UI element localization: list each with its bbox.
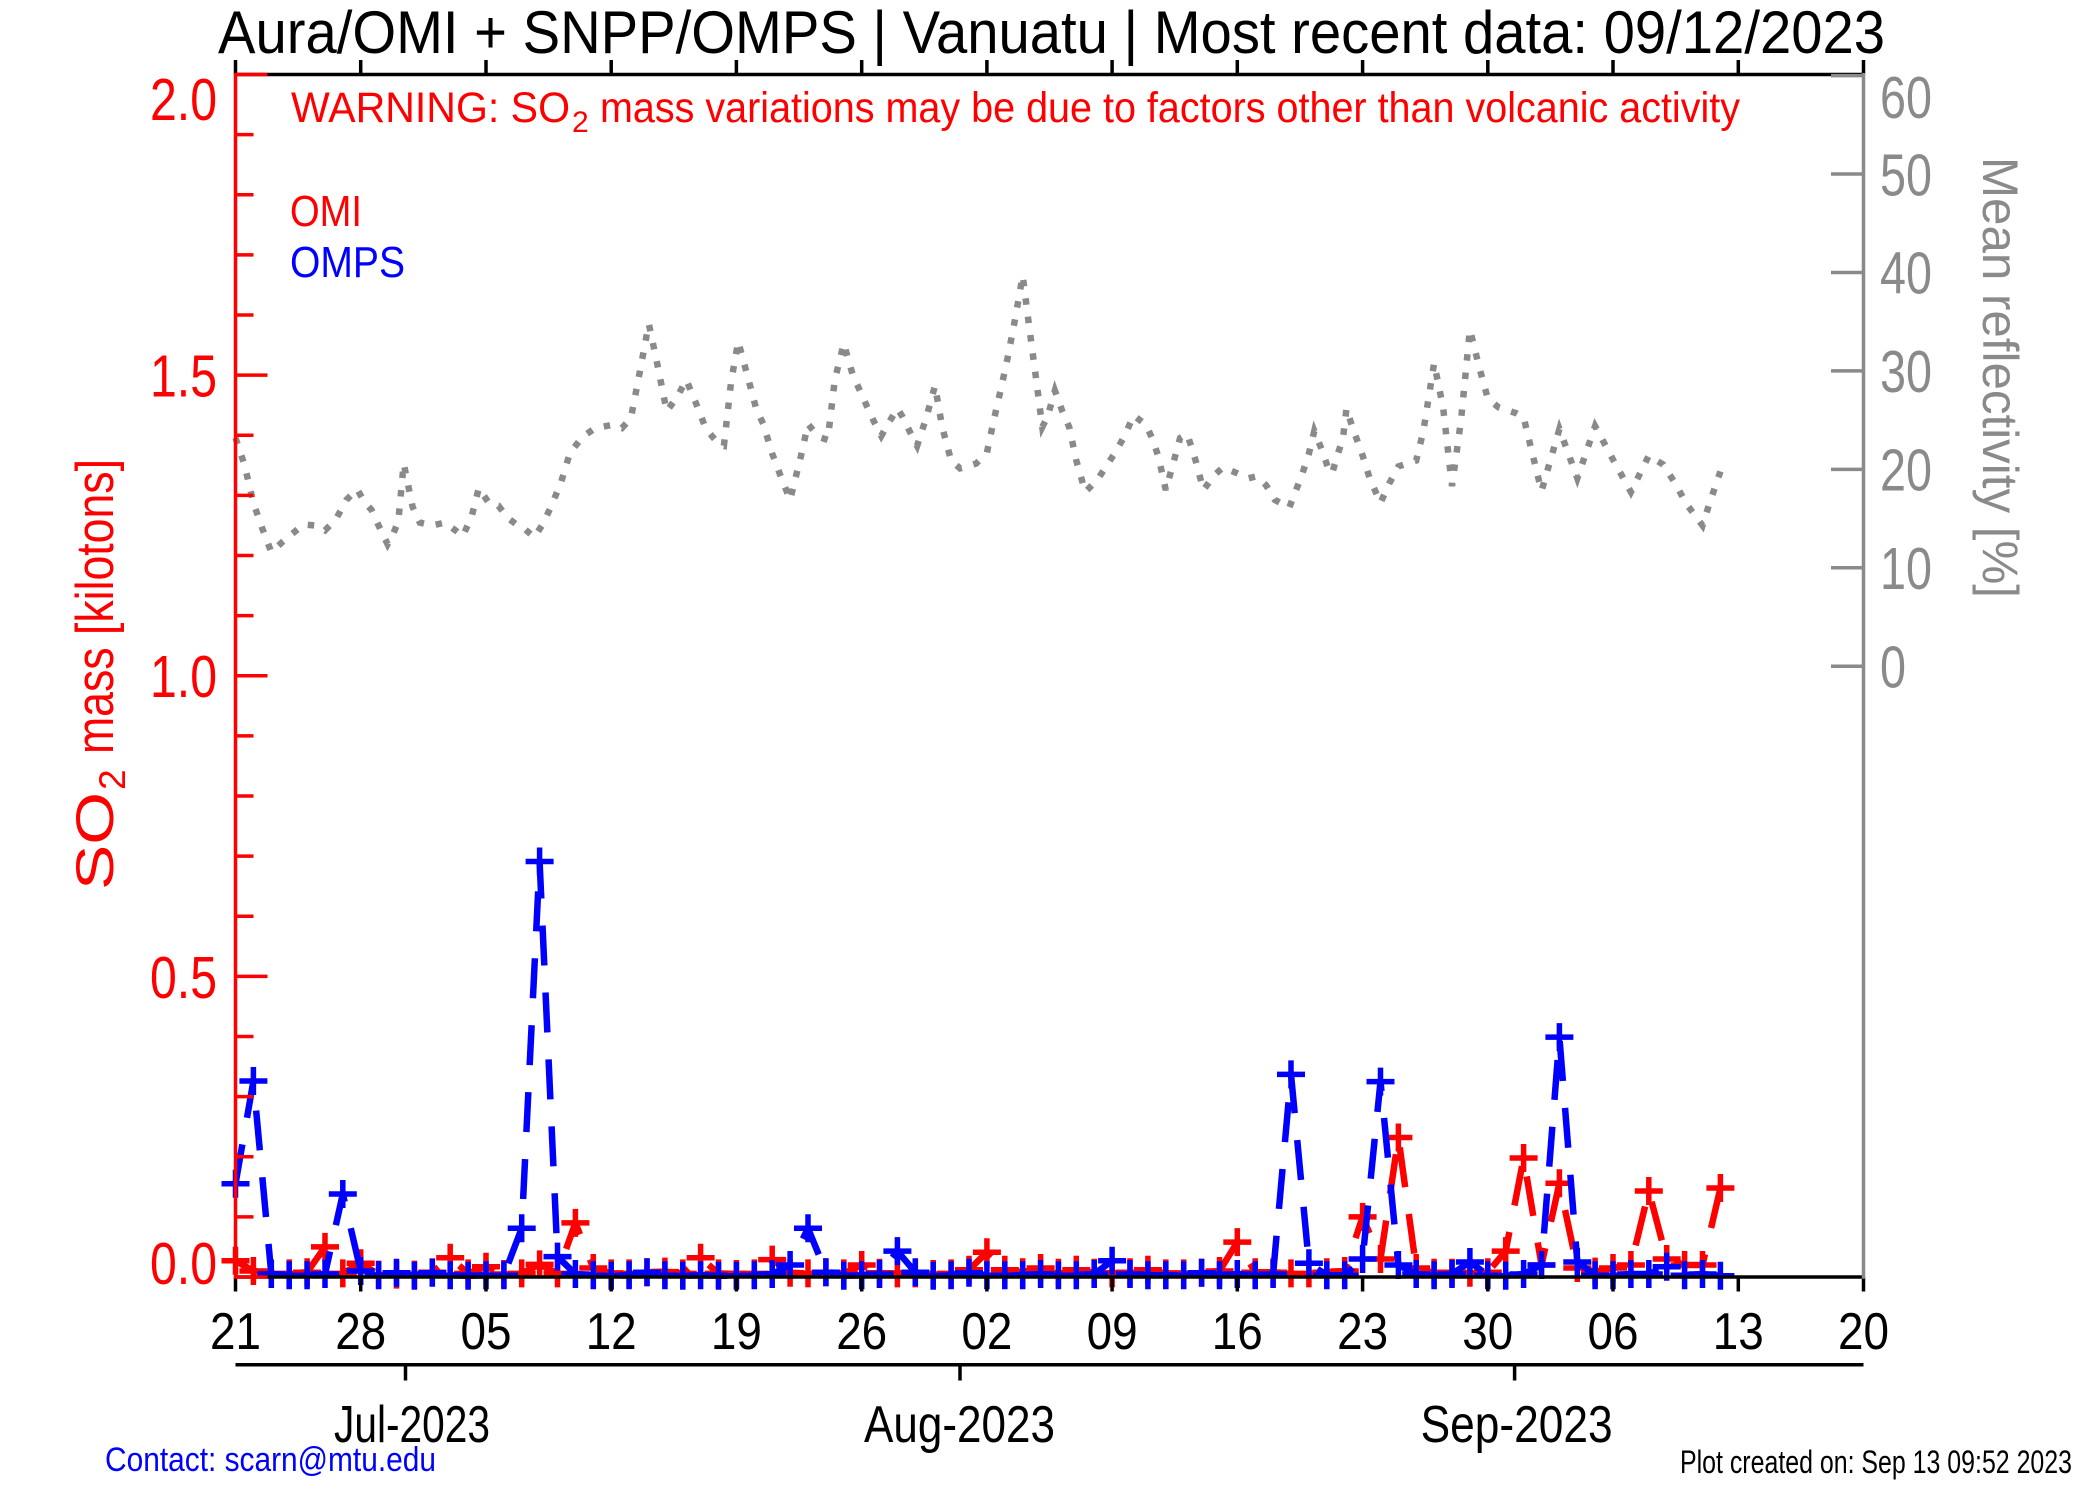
svg-text:Sep-2023: Sep-2023: [1421, 1396, 1613, 1454]
svg-text:2.0: 2.0: [150, 67, 217, 133]
svg-text:Contact: scarn@mtu.edu: Contact: scarn@mtu.edu: [105, 1441, 436, 1479]
svg-text:10: 10: [1880, 536, 1932, 602]
svg-text:Aura/OMI + SNPP/OMPS | Vanuatu: Aura/OMI + SNPP/OMPS | Vanuatu | Most re…: [218, 0, 1885, 66]
svg-text:mass [kilotons]: mass [kilotons]: [66, 459, 125, 754]
svg-text:02: 02: [961, 1303, 1012, 1361]
svg-text:40: 40: [1880, 241, 1932, 307]
svg-text:OMPS: OMPS: [290, 238, 405, 287]
svg-text:05: 05: [461, 1303, 512, 1361]
svg-text:30: 30: [1462, 1303, 1513, 1361]
svg-text:13: 13: [1713, 1303, 1764, 1361]
svg-text:21: 21: [210, 1303, 261, 1361]
svg-text:16: 16: [1212, 1303, 1263, 1361]
svg-text:20: 20: [1838, 1303, 1889, 1361]
svg-text:19: 19: [711, 1303, 762, 1361]
svg-text:50: 50: [1880, 142, 1932, 208]
svg-text:1.0: 1.0: [150, 644, 217, 710]
svg-text:20: 20: [1880, 438, 1932, 504]
svg-text:09: 09: [1087, 1303, 1138, 1361]
svg-text:12: 12: [586, 1303, 637, 1361]
svg-text:OMI: OMI: [290, 187, 362, 236]
svg-text:Aug-2023: Aug-2023: [864, 1396, 1055, 1454]
svg-text:2: 2: [92, 769, 133, 790]
svg-text:06: 06: [1588, 1303, 1639, 1361]
svg-text:0.5: 0.5: [150, 945, 217, 1011]
svg-text:1.5: 1.5: [150, 344, 217, 410]
svg-text:30: 30: [1880, 339, 1932, 405]
svg-text:60: 60: [1880, 65, 1932, 131]
svg-text:Plot created on: Sep 13 09:52: Plot created on: Sep 13 09:52 2023: [1680, 1444, 2072, 1480]
svg-text:Jul-2023: Jul-2023: [334, 1396, 490, 1454]
svg-text:Mean reflectivity [%]: Mean reflectivity [%]: [1972, 157, 2028, 598]
svg-text:26: 26: [836, 1303, 887, 1361]
svg-text:23: 23: [1337, 1303, 1388, 1361]
svg-text:2: 2: [572, 106, 589, 139]
svg-text:0: 0: [1880, 635, 1906, 701]
svg-text:SO: SO: [66, 792, 125, 890]
svg-text:mass variations may be due to: mass variations may be due to factors ot…: [600, 84, 1740, 132]
svg-text:0.0: 0.0: [150, 1231, 217, 1297]
svg-text:28: 28: [335, 1303, 386, 1361]
svg-text:WARNING: SO: WARNING: SO: [291, 84, 570, 132]
